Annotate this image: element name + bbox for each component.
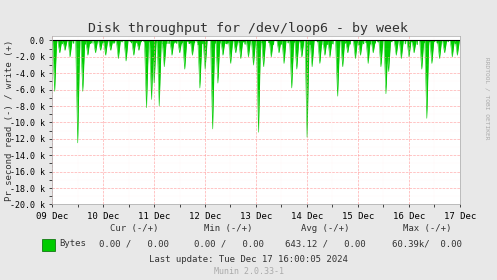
- Text: Cur (-/+): Cur (-/+): [110, 224, 159, 233]
- Text: Min (-/+): Min (-/+): [204, 224, 253, 233]
- Text: 60.39k/  0.00: 60.39k/ 0.00: [393, 239, 462, 248]
- Text: 643.12 /   0.00: 643.12 / 0.00: [285, 239, 366, 248]
- Text: Bytes: Bytes: [60, 239, 86, 248]
- Text: Max (-/+): Max (-/+): [403, 224, 452, 233]
- Text: RRDTOOL / TOBI OETIKER: RRDTOOL / TOBI OETIKER: [485, 57, 490, 139]
- Text: Pr second read (-) / write (+): Pr second read (-) / write (+): [5, 40, 14, 201]
- Text: 0.00 /   0.00: 0.00 / 0.00: [99, 239, 169, 248]
- Text: Last update: Tue Dec 17 16:00:05 2024: Last update: Tue Dec 17 16:00:05 2024: [149, 255, 348, 264]
- Text: Avg (-/+): Avg (-/+): [301, 224, 350, 233]
- Text: 0.00 /   0.00: 0.00 / 0.00: [194, 239, 263, 248]
- Text: Munin 2.0.33-1: Munin 2.0.33-1: [214, 267, 283, 276]
- Text: Disk throughput for /dev/loop6 - by week: Disk throughput for /dev/loop6 - by week: [88, 22, 409, 35]
